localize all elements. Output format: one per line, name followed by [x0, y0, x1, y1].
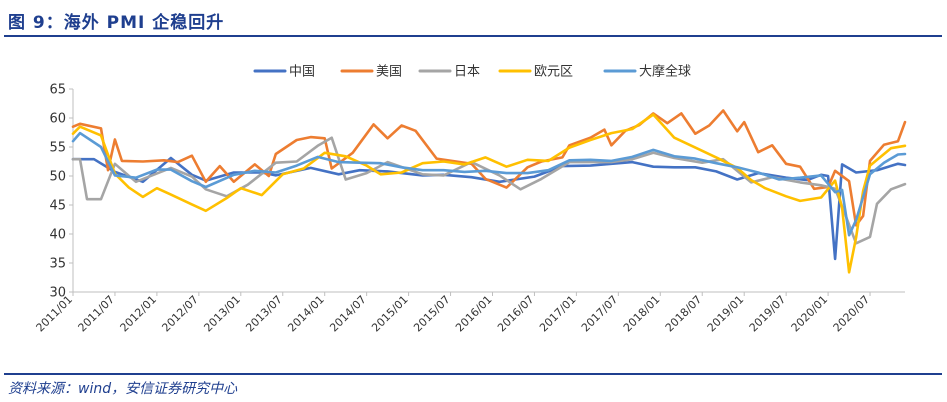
legend-label: 美国 [376, 65, 402, 80]
legend-label: 日本 [454, 65, 480, 80]
source-note: 资料来源：wind，安信证券研究中心 [8, 381, 238, 397]
legend-label: 大摩全球 [639, 64, 691, 80]
series-line [71, 136, 907, 245]
x-tick-label: 2016/01 [453, 293, 495, 335]
x-tick-label: 2012/07 [159, 293, 201, 335]
legend-label: 中国 [289, 65, 315, 80]
figure-header: 图 9：海外 PMI 企稳回升 [0, 0, 947, 40]
x-tick-label: 2017/07 [579, 293, 621, 335]
x-tick-label: 2017/01 [537, 293, 579, 335]
y-tick-label: 60 [49, 112, 66, 127]
title-divider [4, 35, 942, 37]
x-tick-label: 2016/07 [495, 293, 537, 335]
series-line [71, 109, 907, 227]
x-tick-label: 2019/07 [747, 293, 789, 335]
y-tick-label: 45 [49, 199, 66, 214]
chart-legend: 中国 美国 日本 欧元区 大摩全球 [253, 64, 691, 80]
x-tick-label: 2012/01 [118, 293, 160, 335]
x-tick-label: 2011/07 [76, 293, 118, 335]
x-tick-label: 2013/01 [201, 293, 243, 335]
x-tick-label: 2020/07 [831, 293, 873, 335]
x-tick-label: 2019/01 [705, 293, 747, 335]
x-tick-label: 2015/01 [369, 293, 411, 335]
series-line [71, 131, 907, 237]
x-tick-label: 2014/07 [327, 293, 369, 335]
figure-title: 图 9：海外 PMI 企稳回升 [8, 13, 225, 33]
x-tick-label: 2018/01 [621, 293, 663, 335]
legend-label: 欧元区 [534, 65, 573, 80]
y-tick-label: 35 [49, 257, 66, 272]
x-tick-label: 2020/01 [789, 293, 831, 335]
y-tick-label: 30 [49, 286, 66, 301]
y-tick-label: 40 [49, 228, 66, 243]
series-layer [71, 109, 907, 274]
x-tick-label: 2015/07 [411, 293, 453, 335]
source-divider [4, 373, 942, 375]
x-tick-label: 2014/01 [285, 293, 327, 335]
y-tick-label: 55 [49, 141, 66, 156]
x-tick-label: 2013/07 [243, 293, 285, 335]
series-line [71, 113, 907, 274]
y-tick-label: 65 [49, 83, 66, 98]
x-tick-label: 2018/07 [663, 293, 705, 335]
y-tick-label: 50 [49, 170, 66, 185]
